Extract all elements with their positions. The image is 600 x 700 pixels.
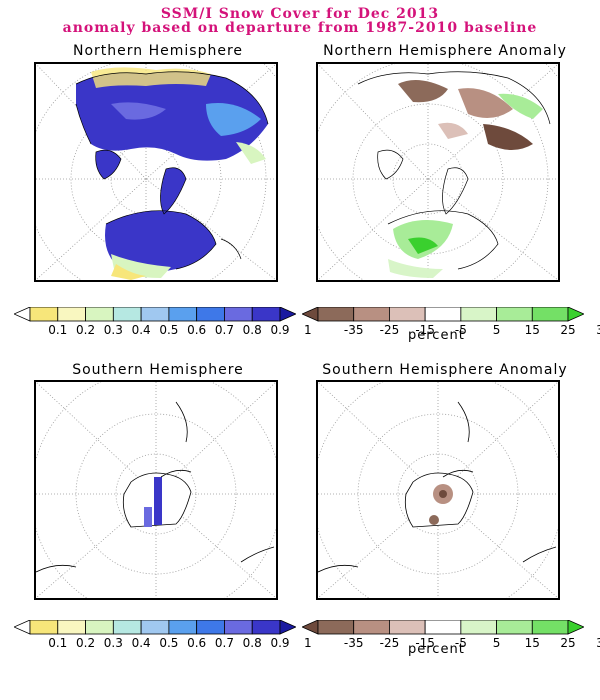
sh-anomaly-tick-label: -35 (343, 636, 364, 650)
nh-anomaly-tick-label: 5 (492, 323, 501, 337)
nh-fraction-tick-label: 0.7 (214, 323, 234, 337)
nh-snow-map (34, 62, 278, 282)
panel-title-nh-anomaly: Northern Hemisphere Anomaly (323, 43, 567, 59)
sh-fraction-tick-label: 0.8 (242, 636, 262, 650)
nh-anomaly-tick-label: -25 (379, 323, 400, 337)
sh-fraction-tick-label: 0.2 (76, 636, 96, 650)
nh-anomaly-swatch (424, 307, 462, 322)
eurasia-snow (76, 71, 268, 161)
sh-fraction-tick-label: 0.9 (270, 636, 290, 650)
nh-anomaly-tick-label: -15 (415, 323, 435, 337)
nh-fraction-tick-label: 0.3 (103, 323, 123, 337)
panel-title-sh-anomaly: Southern Hemisphere Anomaly (322, 362, 568, 378)
sh-fraction-tick-label: 0.6 (187, 636, 207, 650)
nh-fraction-tick-label: 1 (303, 323, 312, 337)
sh-fraction-swatch (168, 620, 198, 635)
sh-fraction-tick-label: 1 (303, 636, 312, 650)
sh-fraction-tick-label: 0.5 (159, 636, 179, 650)
nh-fraction-arrow-low (14, 307, 31, 322)
nh-anomaly-arrow-high (567, 307, 584, 322)
nh-anomaly-swatch (531, 307, 569, 322)
nh-fraction-tick-label: 0.4 (131, 323, 151, 337)
nh-fraction-swatch (29, 307, 59, 322)
nh-anomaly-unit: percent (408, 328, 465, 343)
sh-anomaly-swatch (353, 620, 390, 635)
sh-anomaly-swatch (531, 620, 569, 635)
sh-fraction-tick-label: 0.7 (214, 636, 234, 650)
nh-fraction-swatch (57, 307, 86, 322)
sh-fraction-swatch (29, 620, 59, 635)
nh-fraction-tick-label: 0.9 (270, 323, 290, 337)
nh-anomaly-tick-label: 15 (524, 323, 540, 337)
nh-anomaly-tick-label: 35 (596, 323, 600, 337)
coastlines-2 (357, 71, 551, 270)
nh-fraction-tick-label: 0.1 (48, 323, 68, 337)
sh-anomaly-swatch (424, 620, 462, 635)
sh-fraction-swatch (140, 620, 170, 635)
sh-anomaly-tick-label: -5 (454, 636, 467, 650)
nh-fraction-swatch (224, 307, 253, 322)
nh-anomaly-swatch (460, 307, 497, 322)
nh-fraction-swatch (85, 307, 114, 322)
coastlines (75, 71, 269, 270)
sh-fraction-arrow-low (14, 620, 31, 635)
sh-fraction-arrow-high (279, 620, 296, 635)
nh-fraction-colorbar: 0.1 0.2 0.3 0.4 0.5 0.6 0.7 0.8 0.9 1 (14, 307, 312, 337)
sh-fraction-swatch (85, 620, 114, 635)
sh-anomaly-swatch (496, 620, 533, 635)
sh-anomaly-map (316, 380, 560, 600)
nh-fraction-swatch (251, 307, 281, 322)
nh-fraction-swatch (168, 307, 198, 322)
panel-title-nh: Northern Hemisphere (73, 43, 243, 59)
north-america-snow (105, 210, 216, 273)
sh-fraction-swatch (57, 620, 86, 635)
nh-anomaly-map (316, 62, 560, 282)
sh-anomaly-tick-label: 25 (560, 636, 576, 650)
nh-anomaly-tick-label: 25 (560, 323, 576, 337)
nh-fraction-arrow-high (279, 307, 296, 322)
sh-anomaly-tick-label: 5 (492, 636, 501, 650)
nh-fraction-tick-label: 0.6 (187, 323, 207, 337)
sh-anomaly-arrow-high (567, 620, 584, 635)
sh-fraction-tick-label: 0.4 (131, 636, 151, 650)
sh-snow-map (34, 380, 278, 600)
sh-fraction-tick-label: 0.1 (48, 636, 68, 650)
sh-fraction-swatch (224, 620, 253, 635)
sh-anomaly-unit: percent (408, 642, 465, 657)
sh-fraction-swatch (251, 620, 281, 635)
sh-anomaly-swatch (317, 620, 355, 635)
nh-fraction-swatch (112, 307, 142, 322)
nh-anomaly-arrow-low (302, 307, 319, 322)
nh-anomaly-swatch (389, 307, 426, 322)
nh-fraction-tick-label: 0.8 (242, 323, 262, 337)
nh-anomaly-tick-label: -35 (343, 323, 364, 337)
nh-anomaly-tick-label: -5 (454, 323, 467, 337)
sh-anomaly-swatch (460, 620, 497, 635)
nh-anomaly-swatch (317, 307, 355, 322)
sh-fraction-tick-label: 0.3 (103, 636, 123, 650)
nh-anomaly-colorbar: -35 -25 -15 -5 5 15 25 35 (302, 307, 600, 337)
figure-title: SSM/I Snow Cover for Dec 2013 (160, 6, 440, 22)
nh-anomaly-swatch (353, 307, 390, 322)
sh-anomaly-arrow-low (302, 620, 319, 635)
sh-anomaly-tick-label: 35 (596, 636, 600, 650)
figure-subtitle: anomaly based on departure from 1987-201… (62, 20, 538, 36)
nh-fraction-swatch (196, 307, 225, 322)
panel-title-sh: Southern Hemisphere (72, 362, 244, 378)
sh-anomaly-colorbar: -35 -25 -15 -5 5 15 25 35 (302, 620, 600, 650)
sh-fraction-colorbar: 0.1 0.2 0.3 0.4 0.5 0.6 0.7 0.8 0.9 1 (14, 620, 312, 650)
nh-fraction-tick-label: 0.5 (159, 323, 179, 337)
nh-anomaly-swatch (496, 307, 533, 322)
sh-anomaly-tick-label: 15 (524, 636, 540, 650)
sh-anomaly-tick-label: -25 (379, 636, 400, 650)
nh-fraction-tick-label: 0.2 (76, 323, 96, 337)
sh-anomaly-tick-label: -15 (415, 636, 435, 650)
nh-fraction-swatch (140, 307, 170, 322)
sh-anomaly-swatch (389, 620, 426, 635)
sh-fraction-swatch (112, 620, 142, 635)
sh-fraction-swatch (196, 620, 225, 635)
